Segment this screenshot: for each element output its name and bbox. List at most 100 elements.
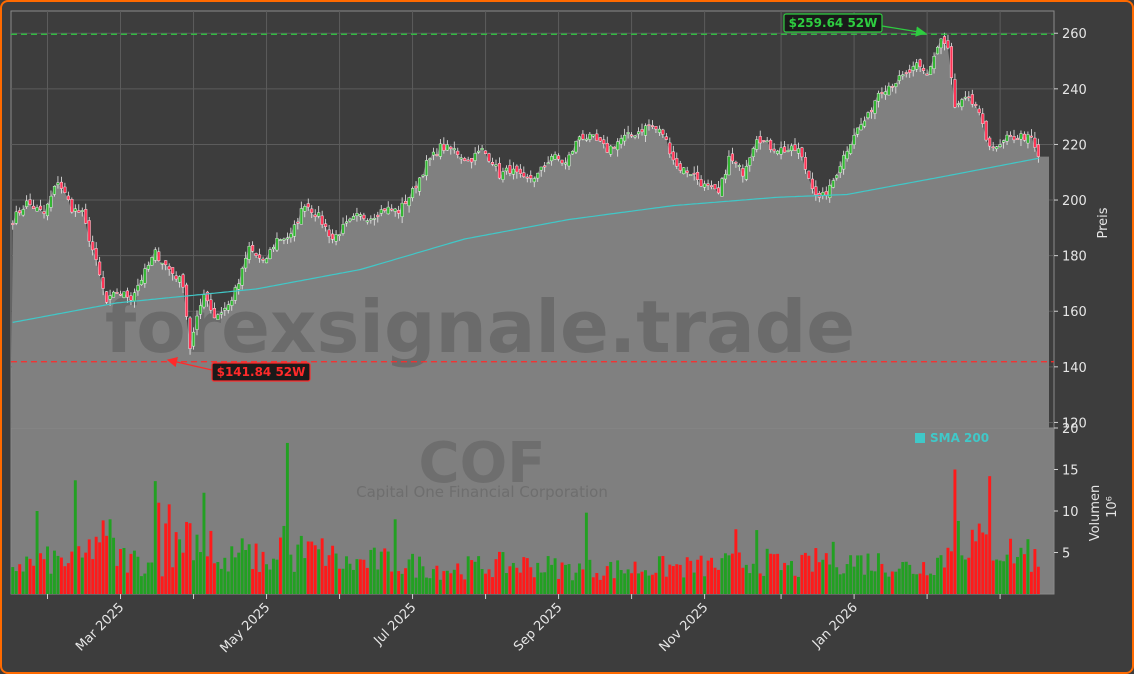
candle-body xyxy=(466,159,470,162)
legend: SMA 200 xyxy=(915,431,989,445)
volume-bar xyxy=(650,574,654,594)
volume-bar xyxy=(491,577,494,594)
candle-body xyxy=(56,182,60,185)
candle-body xyxy=(442,143,446,151)
volume-bar xyxy=(953,469,957,594)
price-tick-label: 220 xyxy=(1062,138,1087,153)
volume-bar xyxy=(911,573,915,594)
volume-tick-label: 5 xyxy=(1062,547,1070,562)
candle-body xyxy=(769,139,773,150)
volume-bar xyxy=(564,564,567,594)
volume-bar xyxy=(1009,538,1013,594)
volume-bar xyxy=(345,556,348,594)
candle-body xyxy=(699,179,703,187)
volume-bar xyxy=(824,553,828,594)
candle-body xyxy=(63,186,67,193)
candle-body xyxy=(112,291,116,298)
volume-bar xyxy=(70,551,74,594)
volume-bar xyxy=(710,557,714,594)
volume-bar xyxy=(445,570,449,594)
volume-bar xyxy=(324,565,328,594)
volume-bar xyxy=(320,538,324,594)
volume-bar xyxy=(894,571,898,594)
candle-body xyxy=(52,186,56,195)
candle-body xyxy=(497,163,501,179)
candle-body xyxy=(922,67,926,72)
volume-bar xyxy=(849,555,853,594)
candle-body xyxy=(195,315,199,330)
volume-bar xyxy=(1019,547,1023,594)
candle-body xyxy=(977,108,981,114)
candle-body xyxy=(431,151,435,156)
volume-bar xyxy=(741,567,745,594)
candle-body xyxy=(567,154,571,167)
candle-body xyxy=(991,146,995,149)
volume-bar xyxy=(765,548,769,594)
candle-body xyxy=(160,262,164,265)
candle-body xyxy=(143,268,147,284)
volume-bar xyxy=(835,567,839,594)
volume-bar xyxy=(431,569,435,594)
candle-body xyxy=(609,145,613,155)
volume-bar xyxy=(59,557,63,594)
candle-body xyxy=(167,265,171,270)
volume-tick-label: 15 xyxy=(1062,464,1079,479)
volume-bar xyxy=(522,557,526,594)
volume-bar xyxy=(181,552,185,594)
volume-bar xyxy=(56,555,60,594)
volume-bar xyxy=(199,552,202,594)
candle-body xyxy=(529,175,533,179)
candle-body xyxy=(240,268,244,286)
candle-body xyxy=(105,291,109,303)
volume-bar xyxy=(146,562,150,594)
candle-body xyxy=(296,221,300,224)
candle-body xyxy=(164,260,168,266)
volume-bar xyxy=(32,565,36,594)
candle-body xyxy=(115,292,119,294)
volume-bar xyxy=(925,575,929,594)
volume-bar xyxy=(411,553,415,594)
price-tick-label: 260 xyxy=(1062,27,1087,42)
candle-body xyxy=(108,295,112,300)
candle-body xyxy=(692,172,696,175)
volume-bar xyxy=(762,575,766,594)
candle-body xyxy=(132,292,136,302)
volume-bar xyxy=(890,571,894,594)
volume-bar xyxy=(143,573,147,594)
volume-bar xyxy=(212,563,216,594)
date-tick-label: Nov 2025 xyxy=(657,600,712,655)
candle-body xyxy=(1026,134,1030,144)
candle-body xyxy=(310,208,314,213)
volume-bar xyxy=(42,559,46,594)
volume-bar xyxy=(425,577,428,594)
volume-bar xyxy=(1036,566,1040,594)
volume-bar xyxy=(101,520,105,594)
candle-body xyxy=(605,142,609,153)
candle-body xyxy=(473,153,477,161)
volume-bar xyxy=(94,536,98,594)
candle-body xyxy=(1022,133,1026,141)
candle-body xyxy=(838,166,842,174)
candle-body xyxy=(908,69,912,73)
candle-body xyxy=(94,248,98,260)
candle-body xyxy=(98,261,102,276)
candle-body xyxy=(577,136,581,141)
candle-body xyxy=(831,180,835,188)
volume-bar xyxy=(657,556,661,594)
candle-body xyxy=(515,165,519,173)
candle-body xyxy=(998,144,1002,148)
candle-body xyxy=(654,126,658,130)
volume-bar xyxy=(870,570,873,594)
volume-bar xyxy=(63,566,67,594)
volume-bar xyxy=(233,557,237,594)
volume-bar xyxy=(793,575,797,594)
candle-body xyxy=(136,285,140,292)
candle-body xyxy=(80,210,84,212)
volume-bar xyxy=(574,572,578,594)
volume-bar xyxy=(334,553,338,594)
volume-bar xyxy=(132,550,136,594)
volume-bars xyxy=(11,442,1040,594)
candle-body xyxy=(581,133,585,140)
volume-bar xyxy=(511,562,515,594)
volume-bar xyxy=(459,574,463,594)
